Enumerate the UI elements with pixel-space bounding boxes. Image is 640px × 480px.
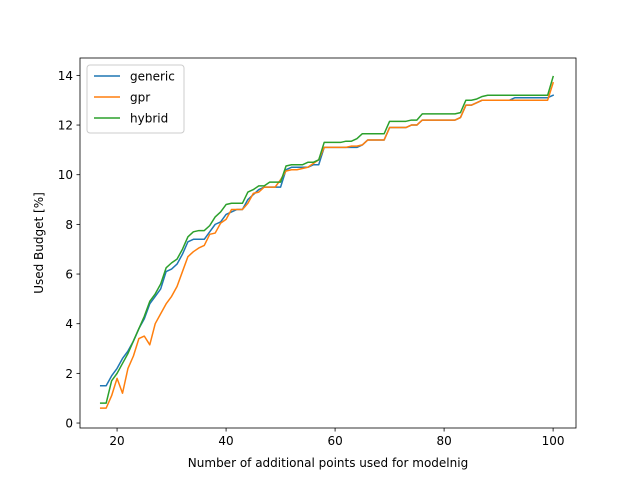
x-tick-label: 60 (327, 434, 342, 448)
y-tick-label: 4 (65, 317, 73, 331)
y-tick-label: 6 (65, 268, 73, 282)
plot-frame (79, 57, 577, 429)
series-layer (99, 75, 555, 409)
legend-label-gpr: gpr (130, 91, 150, 105)
x-axis-label: Number of additional points used for mod… (188, 456, 468, 470)
y-tick-label: 0 (65, 417, 73, 431)
y-tick-label: 2 (65, 367, 73, 381)
x-tick-label: 20 (109, 434, 124, 448)
legend-box (86, 64, 185, 134)
y-tick-label: 10 (58, 168, 73, 182)
x-tick-label: 40 (218, 434, 233, 448)
y-tick-label: 8 (65, 218, 73, 232)
series-line-gpr (99, 81, 555, 409)
legend-label-generic: generic (130, 70, 175, 84)
x-axis-ticks: 20 40 60 80 100 (109, 428, 565, 448)
legend: generic gpr hybrid (86, 64, 185, 134)
series-line-hybrid (99, 75, 555, 404)
y-tick-label: 12 (58, 119, 73, 133)
legend-label-hybrid: hybrid (130, 112, 168, 126)
y-axis-ticks: 0 2 4 6 8 10 12 14 (58, 69, 80, 431)
x-tick-label: 80 (436, 434, 451, 448)
y-axis-label: Used Budget [%] (32, 192, 46, 294)
y-tick-label: 14 (58, 69, 73, 83)
x-tick-label: 100 (542, 434, 565, 448)
